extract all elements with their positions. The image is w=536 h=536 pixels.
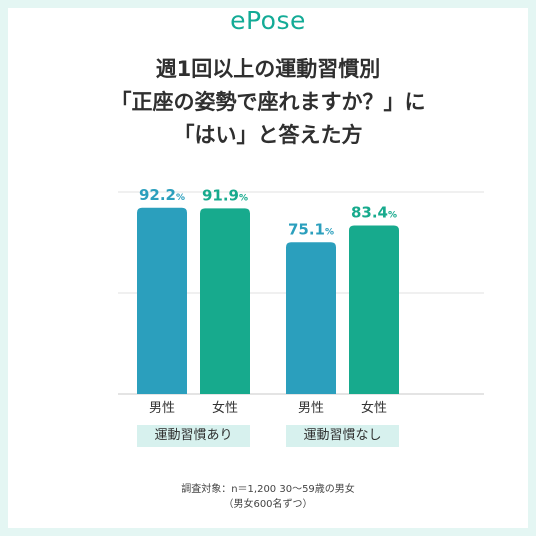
chart-title-line-3: 「はい」と答えた方 [173, 123, 363, 147]
group-label-with-exercise: 運動習慣あり [137, 425, 250, 447]
bar-female-group-2 [349, 225, 399, 394]
value-label: 91.9% [202, 186, 248, 204]
bar-male-group-1 [137, 207, 187, 394]
value-label: 75.1% [288, 220, 334, 238]
category-label: 男性 [149, 401, 175, 416]
category-label: 女性 [212, 400, 238, 416]
chart-title-line-2: 「正座の姿勢で座れますか？」に [110, 90, 426, 114]
footnote-sample-split: （男女600名ずつ） [223, 499, 313, 510]
category-label: 男性 [298, 401, 324, 416]
card-background [8, 8, 528, 528]
bar-female-group-1 [200, 208, 250, 394]
brand-logo: ePose [230, 6, 306, 35]
chart-title-line-1: 週1回以上の運動習慣別 [155, 57, 381, 81]
category-label: 女性 [361, 400, 387, 416]
footnote-survey-target: 調査対象：n＝1,200 30～59歳の男女 [181, 484, 355, 495]
value-label: 92.2% [139, 186, 185, 204]
group-label-without-exercise: 運動習慣なし [286, 425, 399, 447]
bar-male-group-2 [286, 242, 336, 394]
value-label: 83.4% [351, 204, 397, 222]
